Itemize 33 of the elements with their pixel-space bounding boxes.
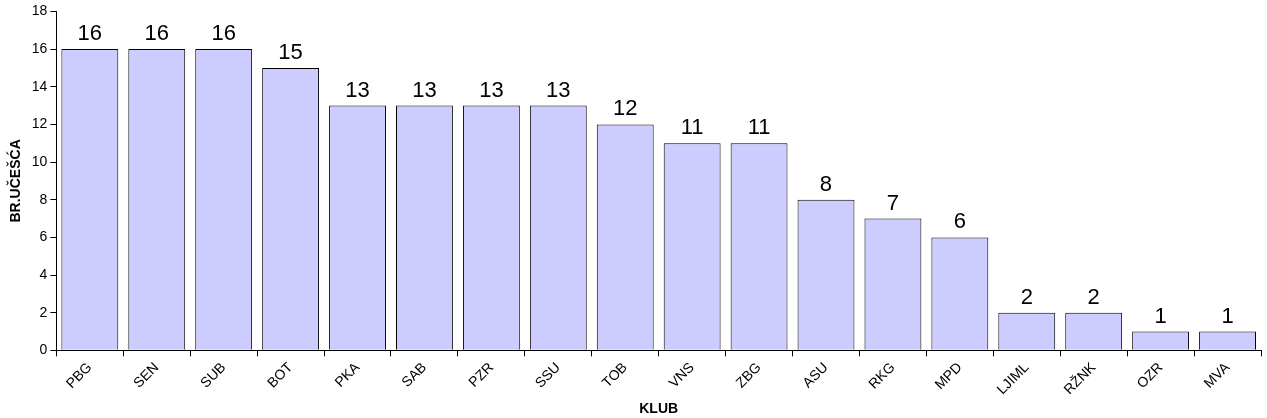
data-label: 1: [1154, 302, 1167, 328]
data-label: 2: [1087, 283, 1100, 309]
data-label: 8: [819, 170, 833, 196]
data-label: 1: [1221, 302, 1234, 328]
y-tick-label: 10: [31, 152, 48, 169]
y-tick-label: 16: [31, 39, 48, 56]
data-label: 11: [747, 114, 771, 140]
data-label: 7: [886, 189, 900, 215]
data-label: 16: [144, 20, 169, 46]
x-tick-label: PKA: [331, 358, 363, 390]
data-label: 16: [77, 20, 103, 46]
data-label: 11: [680, 114, 704, 140]
data-label: 15: [278, 38, 303, 64]
data-label: 12: [612, 95, 638, 121]
data-label: 13: [412, 76, 437, 102]
x-tick-label: VNS: [665, 358, 697, 391]
y-tick-label: 6: [39, 228, 48, 245]
y-tick-label: 8: [39, 190, 48, 207]
x-tick-label: TOB: [598, 358, 631, 391]
y-tick-label: 14: [31, 77, 48, 94]
x-axis-title: KLUB: [639, 400, 679, 417]
y-tick-label: 0: [39, 341, 48, 358]
data-label: 2: [1020, 283, 1033, 309]
data-label: 16: [211, 20, 236, 46]
y-axis-title: BR.UČEŠĆA: [6, 139, 24, 223]
y-tick-label: 12: [31, 115, 48, 132]
data-label: 13: [546, 76, 571, 102]
data-label: 13: [345, 76, 370, 102]
y-tick-label: 4: [39, 265, 48, 282]
y-tick-label: 2: [39, 303, 48, 320]
data-label: 13: [479, 76, 504, 102]
y-tick-label: 18: [31, 2, 48, 19]
data-label: 6: [953, 208, 966, 234]
